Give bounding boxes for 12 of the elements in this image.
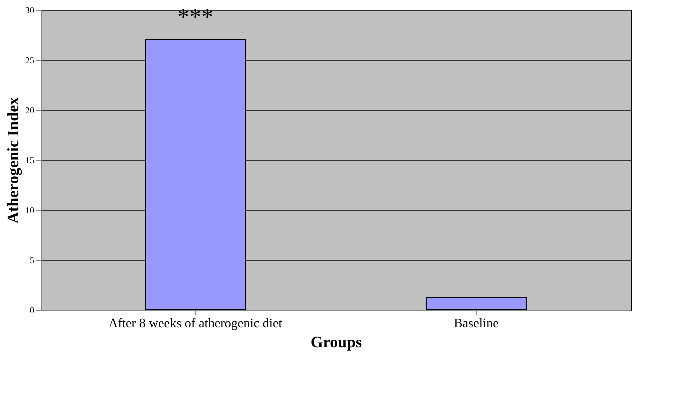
y-tick-label: 0 (30, 306, 35, 316)
y-tick-label: 10 (26, 206, 35, 216)
x-axis-title: Groups (310, 334, 362, 352)
y-tick-label: 5 (30, 256, 35, 266)
x-tick-label: Baseline (454, 316, 500, 330)
y-tick-label: 20 (26, 106, 35, 116)
y-axis-title: Atherogenic Index (6, 97, 22, 224)
y-tick-label: 25 (26, 56, 35, 66)
annotation: *** (178, 5, 214, 31)
y-tick-label: 15 (26, 156, 35, 166)
x-tick-label: After 8 weeks of atherogenic diet (108, 316, 283, 330)
y-tick-label: 30 (26, 6, 35, 16)
